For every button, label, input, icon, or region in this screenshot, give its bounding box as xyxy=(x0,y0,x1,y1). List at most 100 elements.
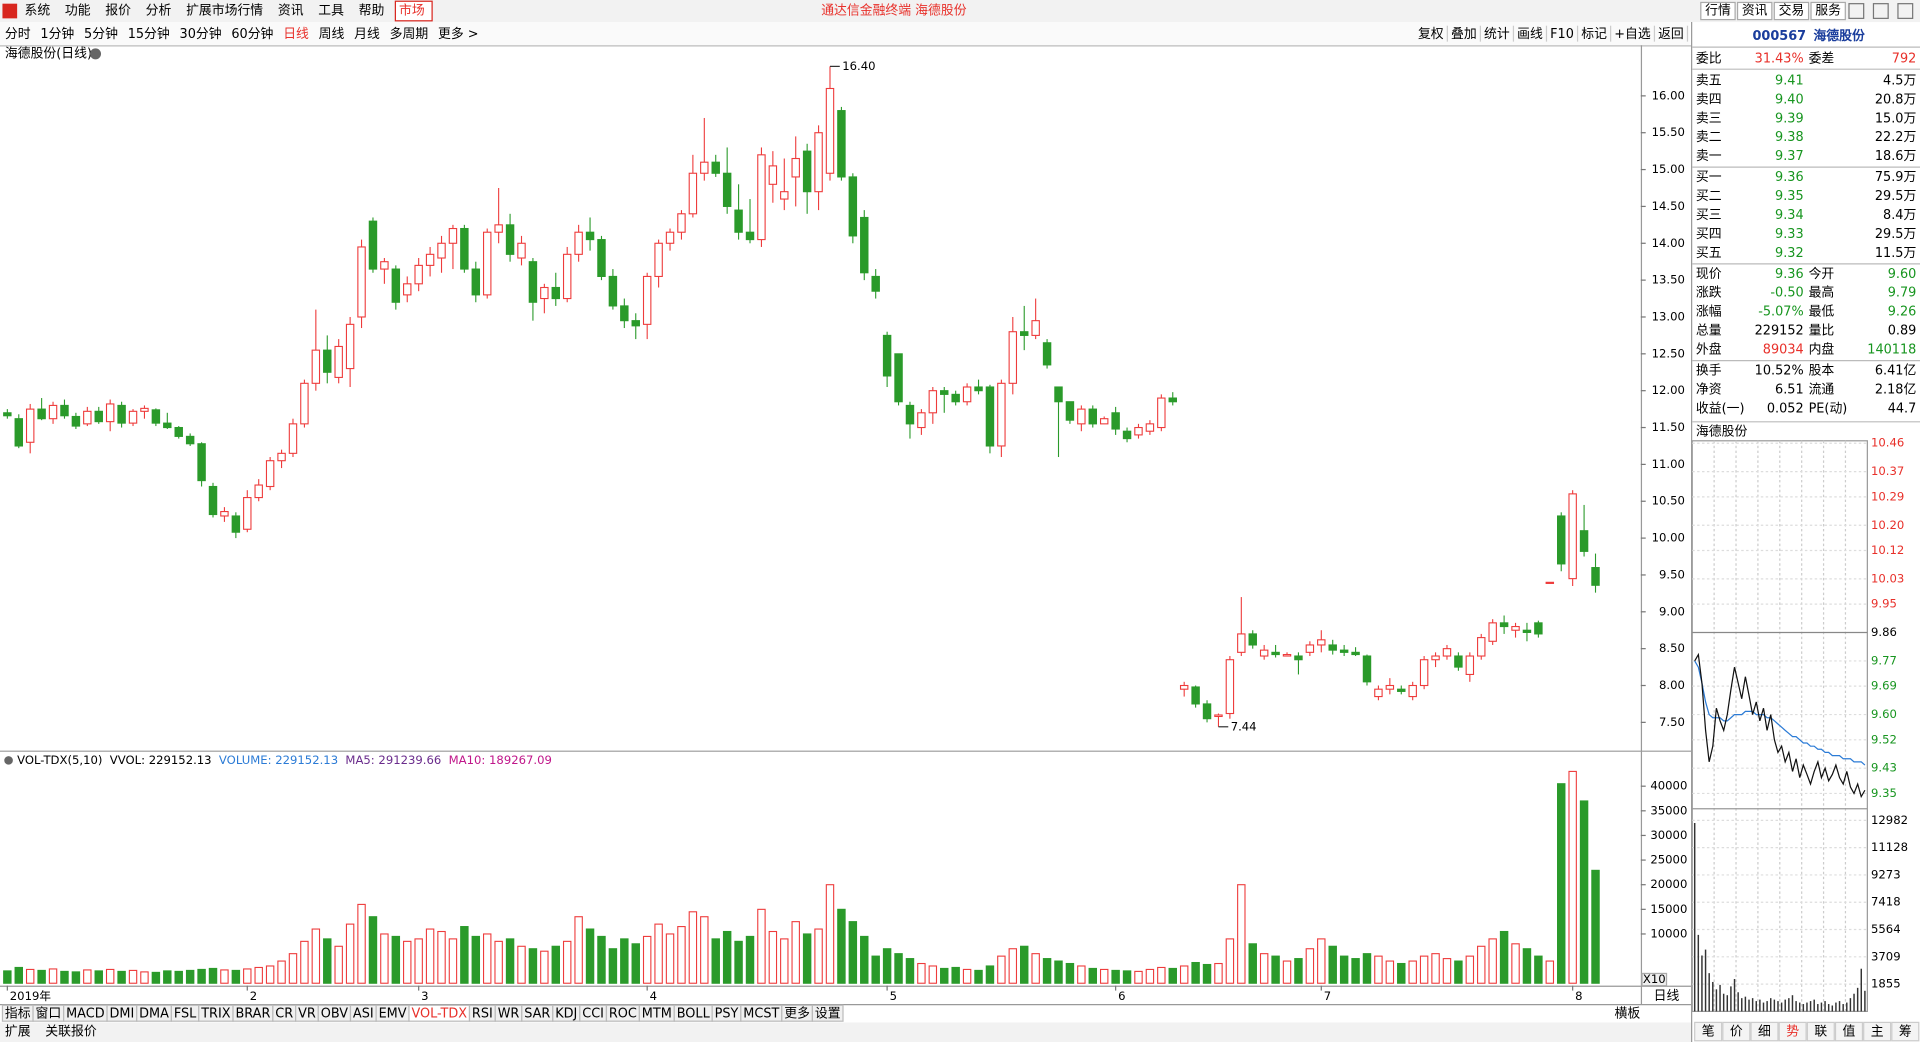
intraday-tab-box[interactable] xyxy=(1778,1021,1807,1042)
menu-item[interactable]: 扩展市场行情 xyxy=(186,3,263,19)
intraday-tab[interactable]: 势 xyxy=(1786,1024,1799,1040)
tool-button[interactable]: 叠加 xyxy=(1451,27,1477,42)
indicator-tab[interactable]: VR xyxy=(298,1006,316,1021)
intraday-tab-box[interactable] xyxy=(1891,1021,1920,1042)
period-tab[interactable]: 30分钟 xyxy=(180,26,222,42)
indicator-tab[interactable]: EMV xyxy=(379,1006,407,1021)
menu-button[interactable] xyxy=(1700,1,1736,21)
intraday-tab[interactable]: 笔 xyxy=(1702,1024,1715,1040)
candle-body xyxy=(300,382,309,425)
period-tab[interactable]: 15分钟 xyxy=(128,26,170,42)
indicator-tab[interactable]: 指标 xyxy=(5,1006,31,1021)
intraday-tab[interactable]: 值 xyxy=(1843,1024,1856,1040)
window-button[interactable] xyxy=(1848,3,1865,19)
intraday-tab[interactable]: 主 xyxy=(1871,1025,1884,1040)
menu-market[interactable]: 市场 xyxy=(399,3,425,19)
candle-body xyxy=(1271,651,1280,656)
indicator-tab[interactable]: SAR xyxy=(524,1006,550,1021)
intraday-tab-box[interactable] xyxy=(1694,1021,1723,1042)
indicator-tab[interactable]: MACD xyxy=(66,1006,105,1021)
menu-button[interactable] xyxy=(1810,1,1846,21)
menu-item[interactable]: 功能 xyxy=(65,4,91,19)
menu-button-label[interactable]: 交易 xyxy=(1779,3,1805,19)
menu-item[interactable]: 工具 xyxy=(318,4,344,19)
status-item[interactable]: 关联报价 xyxy=(45,1025,97,1040)
intraday-tab[interactable]: 细 xyxy=(1758,1025,1771,1040)
intraday-tab[interactable]: 价 xyxy=(1730,1025,1743,1040)
menu-button[interactable] xyxy=(1773,1,1810,21)
period-tab[interactable]: 1分钟 xyxy=(40,26,74,42)
menu-button[interactable] xyxy=(1736,1,1773,21)
status-item[interactable]: 扩展 xyxy=(5,1025,31,1040)
period-tab[interactable]: 分时 xyxy=(5,27,31,42)
indicator-tab[interactable]: MTM xyxy=(642,1006,672,1021)
vol-icon[interactable] xyxy=(4,756,13,765)
indicator-tab[interactable]: DMA xyxy=(139,1006,169,1021)
indicator-tab[interactable]: CR xyxy=(275,1006,293,1021)
indicator-tab[interactable]: 窗口 xyxy=(35,1005,61,1021)
tool-button[interactable]: 返回 xyxy=(1658,27,1684,42)
indicator-tab[interactable]: OBV xyxy=(321,1006,349,1021)
intraday-tick-label: 9.69 xyxy=(1871,679,1897,693)
volume-bar xyxy=(505,938,515,984)
menu-button-label[interactable]: 服务 xyxy=(1815,3,1841,19)
window-button[interactable] xyxy=(1872,3,1889,19)
candle-body xyxy=(585,231,595,241)
intraday-tab[interactable]: 联 xyxy=(1814,1025,1827,1040)
period-tab[interactable]: 5分钟 xyxy=(84,26,118,42)
intraday-tab[interactable]: 筹 xyxy=(1899,1024,1912,1040)
indicator-tab[interactable]: WR xyxy=(498,1006,520,1021)
intraday-tab-box[interactable] xyxy=(1750,1021,1779,1042)
indicator-tab[interactable]: ASI xyxy=(353,1006,374,1021)
intraday-tab-box[interactable] xyxy=(1834,1021,1864,1042)
period-tab[interactable]: 多周期 xyxy=(390,27,429,42)
stat-value: 6.51 xyxy=(1775,382,1804,397)
indicator-tab[interactable]: BOLL xyxy=(677,1006,711,1021)
volume-bar xyxy=(768,930,778,984)
menu-button-label[interactable]: 资讯 xyxy=(1742,4,1768,19)
candle-body xyxy=(1225,659,1235,715)
menu-item[interactable]: 分析 xyxy=(146,4,172,19)
tool-button[interactable]: 复权 xyxy=(1418,26,1444,42)
tool-button[interactable]: 画线 xyxy=(1517,27,1543,42)
tool-button[interactable]: F10 xyxy=(1550,27,1574,42)
menu-item[interactable]: 帮助 xyxy=(359,4,385,19)
tool-button[interactable]: 标记 xyxy=(1581,27,1607,42)
indicator-tab[interactable]: 设置 xyxy=(815,1006,841,1021)
period-tab[interactable]: 日线 xyxy=(283,27,309,42)
indicator-tab[interactable]: FSL xyxy=(174,1006,197,1021)
indicator-tab[interactable]: KDJ xyxy=(555,1006,577,1021)
vol-header: MA10: 189267.09 xyxy=(449,753,552,767)
intraday-tab-box[interactable] xyxy=(1722,1021,1751,1042)
indicator-tab[interactable]: 更多 xyxy=(784,1006,810,1021)
candle-body xyxy=(494,224,503,233)
indicator-tab[interactable]: ROC xyxy=(609,1006,637,1021)
period-tab[interactable]: 更多 > xyxy=(438,27,479,42)
period-tab[interactable]: 周线 xyxy=(319,27,345,42)
intraday-tab-box[interactable] xyxy=(1863,1021,1892,1042)
menu-item[interactable]: 资讯 xyxy=(278,4,304,19)
indicator-tab[interactable]: MCST xyxy=(743,1006,779,1021)
indicator-tab[interactable]: BRAR xyxy=(235,1006,270,1021)
menu-item[interactable]: 报价 xyxy=(105,4,131,19)
indicator-tab[interactable]: CCI xyxy=(582,1006,604,1021)
period-tab[interactable]: 60分钟 xyxy=(231,26,273,42)
volume-bar xyxy=(562,940,572,984)
indicator-tab[interactable]: RSI xyxy=(472,1006,493,1021)
indicator-tab[interactable]: DMI xyxy=(109,1006,134,1021)
period-tab[interactable]: 月线 xyxy=(354,27,380,42)
title-icon[interactable] xyxy=(90,48,102,60)
menu-button-label[interactable]: 行情 xyxy=(1705,4,1731,19)
intraday-tab-box[interactable] xyxy=(1806,1021,1835,1042)
indicator-tab[interactable]: PSY xyxy=(715,1006,739,1021)
tool-button[interactable]: 统计 xyxy=(1484,27,1510,42)
vol-header: VOLUME: 229152.13 xyxy=(219,753,338,767)
window-button[interactable] xyxy=(1897,3,1914,19)
tool-button[interactable]: +自选 xyxy=(1614,27,1651,42)
indicator-tab[interactable]: TRIX xyxy=(200,1006,231,1021)
indicator-tab[interactable]: VOL-TDX xyxy=(411,1006,467,1021)
y-tick-label: 14.00 xyxy=(1652,236,1685,250)
menu-item[interactable]: 系统 xyxy=(24,4,50,19)
volume-bar xyxy=(1397,962,1406,984)
layout-toggle[interactable]: 横板 xyxy=(1614,1006,1640,1021)
